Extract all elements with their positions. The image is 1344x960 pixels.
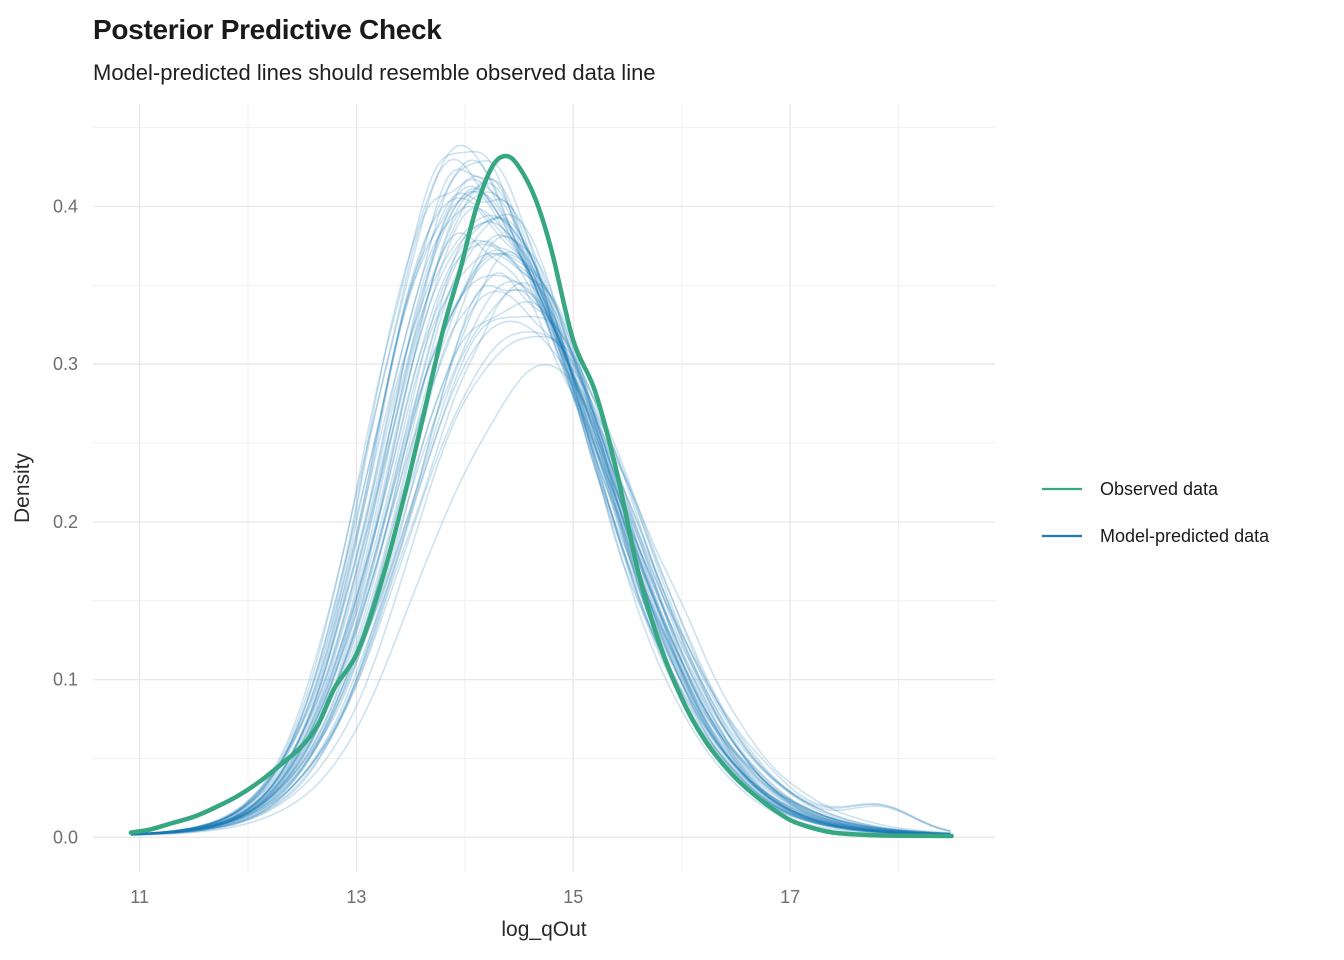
predicted-curve: [130, 178, 951, 836]
predicted-curve: [130, 190, 951, 836]
predicted-curve: [130, 252, 951, 836]
predicted-curve: [130, 315, 951, 836]
predicted-curve: [130, 240, 951, 836]
predicted-curve: [130, 144, 951, 835]
predicted-curve: [130, 214, 951, 836]
model-predicted-curves: [130, 144, 951, 836]
predicted-curve: [130, 150, 951, 835]
predicted-curve: [130, 220, 951, 836]
predicted-curve: [130, 239, 951, 836]
chart-subtitle: Model-predicted lines should resemble ob…: [93, 60, 656, 85]
x-tick-label: 11: [130, 887, 149, 907]
y-tick-label: 0.4: [53, 197, 78, 217]
predicted-curve: [130, 280, 951, 836]
predicted-curve: [130, 252, 951, 836]
predicted-curve: [130, 187, 951, 836]
legend: Observed data Model-predicted data: [1042, 479, 1270, 546]
predicted-curve: [130, 191, 951, 836]
predicted-curve: [130, 274, 951, 836]
legend-item-observed: Observed data: [1042, 479, 1219, 499]
predicted-curve: [130, 159, 951, 835]
gridlines-minor: [93, 104, 995, 872]
predicted-curve: [130, 182, 951, 836]
predicted-curve: [130, 300, 951, 835]
predicted-curve: [130, 331, 951, 836]
y-tick-label: 0.1: [53, 670, 78, 690]
x-axis-tick-labels: 11 13 15 17: [130, 887, 800, 907]
predicted-curve: [130, 197, 951, 836]
predicted-curve: [130, 320, 951, 836]
predicted-curve: [130, 243, 951, 836]
predicted-curve: [130, 335, 951, 836]
x-tick-label: 17: [780, 887, 800, 907]
observed-density-curve: [128, 153, 954, 839]
y-axis-title: Density: [11, 452, 34, 523]
y-tick-label: 0.2: [53, 512, 78, 532]
predicted-curve: [130, 168, 951, 836]
predicted-curve: [130, 252, 951, 836]
predicted-curve: [130, 232, 951, 836]
predicted-curve: [130, 217, 951, 836]
predicted-curve: [130, 290, 951, 836]
predicted-curve: [130, 213, 951, 836]
predicted-curve: [130, 235, 951, 836]
legend-label-observed: Observed data: [1100, 479, 1219, 499]
predicted-curve: [130, 234, 951, 836]
predicted-curve: [130, 158, 951, 836]
predicted-curve: [130, 185, 951, 836]
chart-title: Posterior Predictive Check: [93, 14, 442, 45]
predicted-curve: [130, 175, 951, 836]
predicted-curve: [130, 216, 951, 836]
predicted-curve: [130, 282, 951, 836]
predicted-curve: [130, 284, 951, 836]
predicted-curve: [130, 190, 951, 836]
predicted-curve: [130, 251, 951, 836]
predicted-curve: [130, 207, 951, 836]
gridlines-major: [93, 104, 995, 872]
x-axis-title: log_qOut: [501, 918, 586, 941]
predicted-curve: [130, 288, 951, 836]
y-tick-label: 0.0: [53, 827, 78, 847]
predicted-curve: [130, 192, 951, 835]
predicted-curve: [130, 159, 951, 836]
x-tick-label: 13: [346, 887, 366, 907]
y-axis-tick-labels: 0.0 0.1 0.2 0.3 0.4: [53, 197, 78, 848]
predicted-curve: [130, 205, 951, 836]
predicted-curve: [130, 272, 951, 836]
x-tick-label: 15: [563, 887, 583, 907]
predicted-curve: [130, 249, 951, 836]
predicted-curve: [130, 178, 951, 836]
legend-item-predicted: Model-predicted data: [1042, 526, 1270, 546]
predicted-curve: [130, 363, 951, 836]
y-tick-label: 0.3: [53, 354, 78, 374]
legend-label-predicted: Model-predicted data: [1100, 526, 1270, 546]
